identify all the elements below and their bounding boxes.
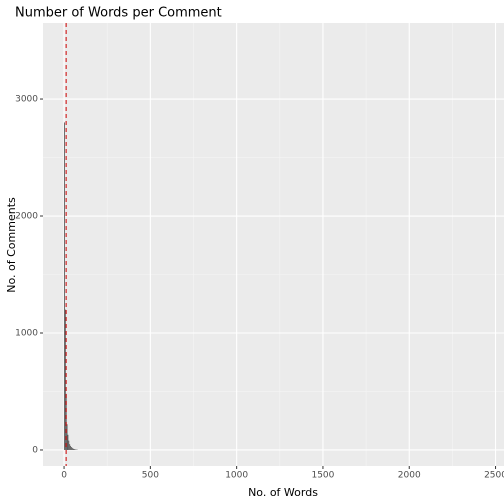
y-tick-label: 1000 [15,328,38,338]
x-tick-label: 500 [142,471,159,481]
bar [66,424,68,450]
bar [67,434,69,450]
bar [72,448,74,450]
bar [74,449,76,450]
chart-title: Number of Words per Comment [15,6,222,21]
bar [64,309,66,450]
bar [64,122,65,450]
y-axis-title: No. of Comments [5,197,18,293]
x-tick-label: 1000 [225,471,248,481]
x-tick-label: 1500 [311,471,334,481]
y-tick-label: 3000 [15,95,38,105]
bar [73,449,75,450]
x-tick-label: 0 [61,471,67,481]
bar [65,393,67,450]
x-tick-label: 2000 [398,471,421,481]
y-tick-label: 0 [32,445,38,455]
y-tick-label: 2000 [15,212,38,222]
bar [71,447,73,450]
bar [68,440,70,450]
bar [69,444,71,450]
x-axis-title: No. of Words [248,486,318,499]
bar [70,447,72,450]
panel [43,23,504,466]
bar [70,445,71,450]
